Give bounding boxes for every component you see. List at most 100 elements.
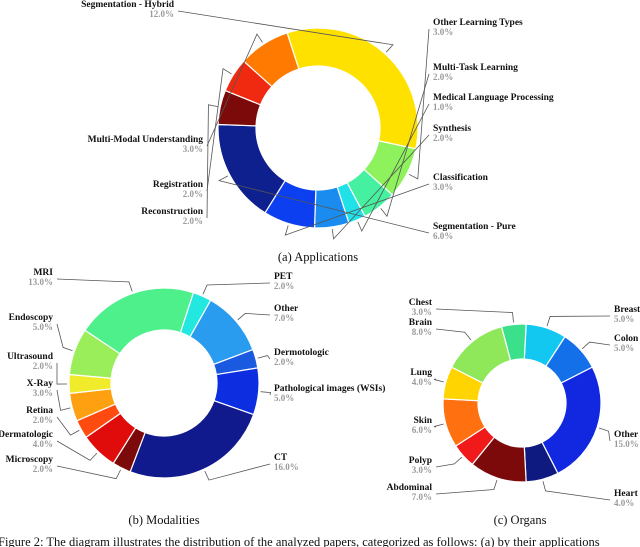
applications-slice-segmentation-hybrid (286, 27, 419, 150)
modalities-leader-pet (202, 282, 271, 295)
modalities-value-pathological-images-wsis: 5.0% (274, 393, 294, 403)
applications-value-other-learning-types: 3.0% (433, 27, 453, 37)
modalities-leader-endoscopy (56, 323, 73, 352)
organs-leader-abdominal (435, 479, 498, 495)
applications-leader-classification (284, 183, 430, 236)
applications-leader-segmentation-pure (218, 175, 430, 234)
modalities-value-ultrasound: 2.0% (33, 361, 53, 371)
organs-leader-brain (435, 328, 472, 341)
applications-leader-medical-language-processing (357, 103, 430, 233)
modalities-value-pet: 2.0% (274, 281, 294, 291)
organs-value-skin: 6.0% (412, 425, 432, 435)
modalities-label-ct: CT (274, 453, 288, 463)
modalities-label-mri: MRI (33, 268, 53, 278)
modalities-label-endoscopy: Endoscopy (9, 313, 54, 323)
modalities-caption: (b) Modalities (128, 513, 199, 527)
modalities-label-other: Other (274, 304, 299, 314)
organs-leader-breast (546, 315, 611, 327)
applications-caption: (a) Applications (278, 250, 358, 264)
modalities-leader-ultrasound (56, 362, 68, 385)
organs-label-brain: Brain (409, 318, 433, 328)
modalities-value-x-ray: 3.0% (33, 388, 53, 398)
organs-value-chest: 3.0% (412, 307, 432, 317)
organs-label-colon: Colon (614, 334, 639, 344)
organs-leader-lung (433, 378, 444, 383)
organs-value-lung: 4.0% (412, 377, 432, 387)
modalities-label-ultrasound: Ultrasound (7, 352, 54, 362)
organs-leaders (433, 308, 611, 501)
applications-value-classification: 3.0% (433, 182, 453, 192)
applications-value-segmentation-pure: 6.0% (433, 231, 453, 241)
modalities-leader-retina (56, 416, 80, 436)
applications-slice-multi-modal-understanding (242, 32, 300, 88)
organs-value-brain: 8.0% (412, 327, 432, 337)
modalities-value-other: 7.0% (274, 313, 294, 323)
modalities-label-retina: Retina (26, 406, 53, 416)
organs-label-abdominal: Abdominal (387, 483, 433, 493)
modalities-leader-pathological-images-wsis (260, 391, 272, 396)
modalities-value-endoscopy: 5.0% (33, 322, 53, 332)
organs-value-abdominal: 7.0% (412, 492, 432, 502)
organs-label-breast: Breast (614, 305, 640, 315)
organs-value-heart: 4.0% (614, 498, 634, 508)
organs-leader-skin (433, 423, 444, 428)
modalities-donut-chart: PET2.0%Other7.0%Dermotologic2.0%Patholog… (0, 268, 385, 481)
modalities-labels: PET2.0%Other7.0%Dermotologic2.0%Patholog… (0, 268, 385, 474)
modalities-slice-ct (129, 399, 255, 479)
organs-leader-heart (542, 481, 611, 501)
applications-leader-multi-task-learning (380, 73, 430, 218)
modalities-leader-microscopy (56, 465, 121, 480)
applications-value-registration: 2.0% (183, 189, 203, 199)
organs-caption: (c) Organs (494, 513, 547, 527)
organs-leader-chest (435, 308, 514, 323)
modalities-label-dermotologic: Dermotologic (274, 348, 329, 358)
organs-label-heart: Heart (614, 489, 639, 499)
applications-leaders (177, 10, 430, 240)
organs-leader-colon (581, 341, 611, 350)
organs-label-polyp: Polyp (409, 456, 432, 466)
applications-value-synthesis: 2.0% (433, 133, 453, 143)
applications-label-segmentation-hybrid: Segmentation - Hybrid (81, 0, 175, 10)
applications-value-reconstruction: 2.0% (183, 216, 203, 226)
organs-donut-chart: Breast5.0%Colon5.0%Other15.0%Heart4.0%Ab… (387, 298, 640, 508)
applications-value-multi-task-learning: 2.0% (433, 72, 453, 82)
modalities-label-x-ray: X-Ray (27, 379, 54, 389)
organs-labels: Breast5.0%Colon5.0%Other15.0%Heart4.0%Ab… (387, 298, 640, 508)
applications-label-multi-task-learning: Multi-Task Learning (433, 63, 518, 73)
modalities-slices (68, 287, 260, 479)
applications-leader-segmentation-hybrid (177, 10, 394, 53)
modalities-slice-mri (84, 287, 195, 355)
organs-slices (442, 323, 602, 483)
modalities-value-dermatologic: 4.0% (33, 439, 53, 449)
applications-leader-other-learning-types (408, 28, 430, 180)
applications-label-registration: Registration (153, 180, 204, 190)
applications-label-classification: Classification (433, 173, 489, 183)
modalities-leader-other (237, 312, 271, 321)
modalities-leader-dermotologic (257, 355, 271, 360)
applications-slices (217, 27, 419, 229)
modalities-value-ct: 16.0% (274, 462, 299, 472)
organs-label-lung: Lung (410, 368, 432, 378)
organs-slice-other (541, 366, 602, 475)
modalities-leader-x-ray (56, 389, 71, 411)
organs-value-polyp: 3.0% (412, 465, 432, 475)
organs-label-other: Other (614, 430, 639, 440)
organs-value-breast: 5.0% (614, 314, 634, 324)
applications-value-segmentation-hybrid: 12.0% (149, 9, 174, 19)
applications-leader-reconstruction (206, 104, 219, 219)
applications-label-synthesis: Synthesis (433, 124, 471, 134)
applications-label-reconstruction: Reconstruction (141, 207, 203, 217)
organs-slice-chest (500, 323, 527, 362)
modalities-value-dermotologic: 2.0% (274, 357, 294, 367)
applications-value-medical-language-processing: 1.0% (433, 102, 453, 112)
applications-label-other-learning-types: Other Learning Types (433, 18, 523, 28)
organs-label-skin: Skin (414, 416, 433, 426)
modalities-label-pathological-images-wsis: Pathological images (WSIs) (274, 383, 385, 394)
modalities-label-dermatologic: Dermatologic (0, 430, 53, 440)
modalities-value-retina: 2.0% (33, 415, 53, 425)
modalities-leader-mri (56, 278, 133, 292)
modalities-label-pet: PET (274, 272, 293, 282)
